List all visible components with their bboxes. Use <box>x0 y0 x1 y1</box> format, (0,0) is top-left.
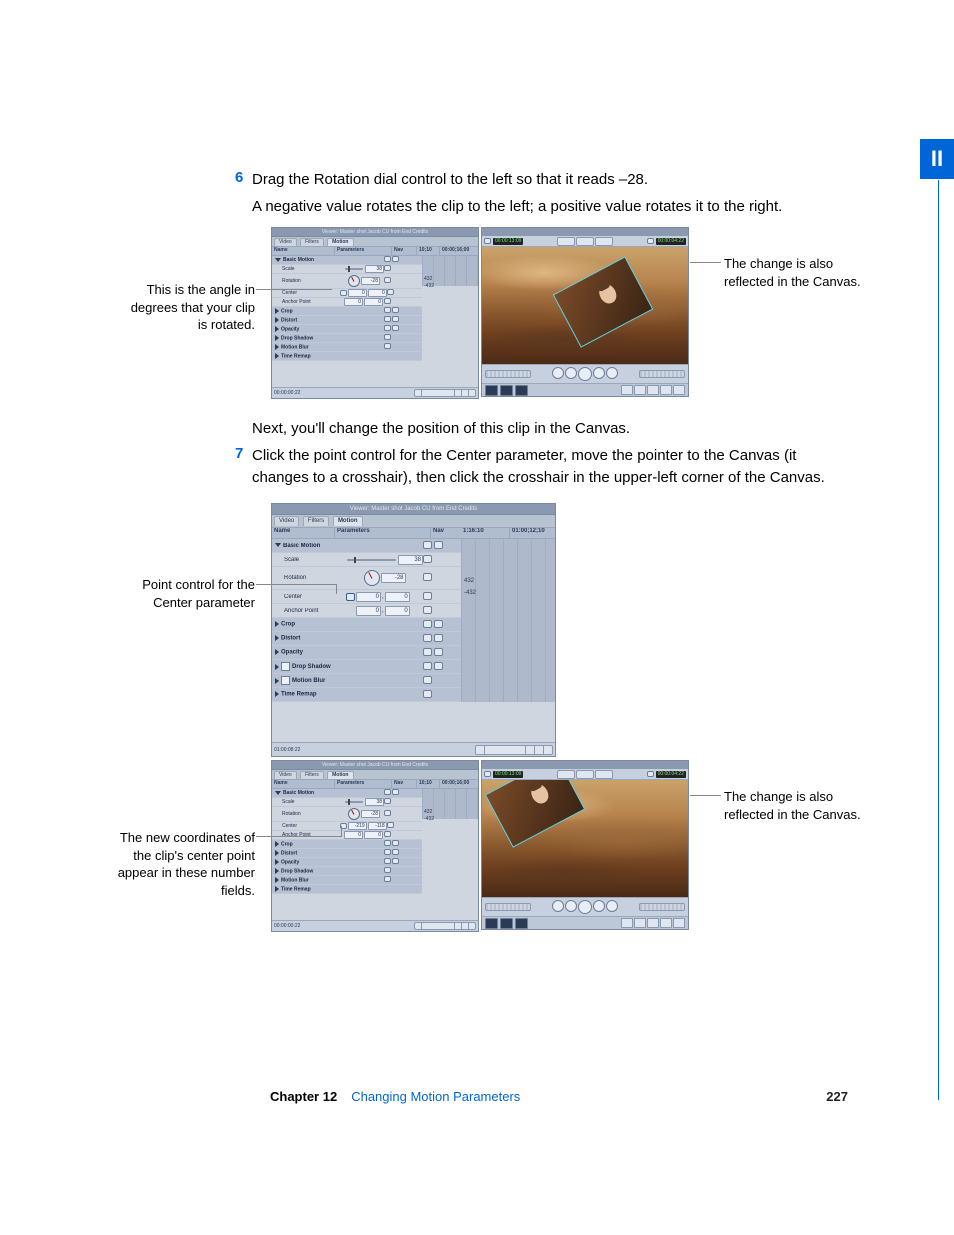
center-y-field[interactable]: -118 <box>368 822 387 830</box>
section-basic-motion[interactable]: Basic Motion <box>272 256 422 265</box>
section-crop[interactable]: Crop <box>272 618 461 632</box>
param-rotation: Rotation-28 <box>272 567 461 590</box>
tab-video[interactable]: Video <box>274 516 299 526</box>
tab-filters[interactable]: Filters <box>300 238 324 246</box>
viewer-panel-large: Viewer: Master shot Jacob CU from End Cr… <box>271 503 556 757</box>
section-distort[interactable]: Distort <box>272 632 461 646</box>
section-motion-blur[interactable]: Motion Blur <box>272 674 461 688</box>
point-control-icon[interactable] <box>340 290 347 296</box>
param-center: Center00 <box>272 289 422 298</box>
mark-out-button[interactable] <box>500 385 513 396</box>
section-drop-shadow[interactable]: Drop Shadow <box>272 660 461 674</box>
canvas-viewport[interactable] <box>482 780 688 897</box>
param-anchor: Anchor Point0,0 <box>272 604 461 618</box>
transition-text: Next, you'll change the position of this… <box>252 418 854 440</box>
section-drop-shadow[interactable]: Drop Shadow <box>272 334 422 343</box>
page-number: 227 <box>826 1089 848 1104</box>
canvas-tc-left: 00:00:13:09 <box>493 238 523 245</box>
param-scale: Scale38 <box>272 265 422 274</box>
timeline-scrollbar[interactable] <box>414 389 476 397</box>
step-6-line2: A negative value rotates the clip to the… <box>252 196 854 218</box>
section-motion-blur[interactable]: Motion Blur <box>272 343 422 352</box>
transport-controls <box>482 364 688 383</box>
param-anchor: Anchor Point00 <box>272 298 422 307</box>
tab-video[interactable]: Video <box>274 771 297 779</box>
canvas-toolbar: 00:00:13:09 00:00:04:22 <box>482 236 688 247</box>
column-header: Name Parameters Nav 10;10 00:00;16;00 <box>272 247 478 256</box>
param-scale: Scale38 <box>272 553 461 567</box>
section-opacity[interactable]: Opacity <box>272 646 461 660</box>
play-back-button[interactable] <box>565 367 577 379</box>
section-time-remap[interactable]: Time Remap <box>272 352 422 361</box>
canvas-tc-right: 00:00:04:22 <box>656 238 686 245</box>
tab-motion[interactable]: Motion <box>327 238 353 246</box>
viewer-title: Viewer: Master shot Jacob CU from End Cr… <box>272 228 478 237</box>
section-opacity[interactable]: Opacity <box>272 325 422 334</box>
tab-motion[interactable]: Motion <box>333 516 363 526</box>
chapter-footer: Chapter 12Changing Motion Parameters <box>270 1089 520 1104</box>
viewer-tabs: Video Filters Motion <box>272 237 478 247</box>
rotation-dial[interactable] <box>364 570 380 586</box>
tab-video[interactable]: Video <box>274 238 297 246</box>
next-button[interactable] <box>606 367 618 379</box>
viewer-panel-1: Viewer: Master shot Jacob CU from End Cr… <box>271 227 479 399</box>
section-distort[interactable]: Distort <box>272 316 422 325</box>
rotation-dial[interactable] <box>348 275 360 287</box>
viewer-footer: 00:00:00:22 <box>272 387 478 398</box>
timeline-scrollbar[interactable] <box>414 922 476 930</box>
callout-new-coords: The new coordinates of the clip's center… <box>100 829 255 899</box>
section-crop[interactable]: Crop <box>272 307 422 316</box>
part-tab: II <box>920 139 954 179</box>
canvas-viewport[interactable] <box>482 247 688 364</box>
param-center-updated: Center-219-118 <box>272 822 422 831</box>
mark-in-button[interactable] <box>485 385 498 396</box>
step-7-text: Click the point control for the Center p… <box>252 445 854 489</box>
side-rule <box>938 180 939 1100</box>
mark-clip-button[interactable] <box>515 385 528 396</box>
param-center: Center0,0 <box>272 590 461 604</box>
callout-point-control: Point control for the Center parameter <box>120 576 255 611</box>
canvas-panel-3: 00:00:13:09 00:00:04:22 <box>481 760 689 930</box>
canvas-panel-1: 00:00:13:09 00:00:04:22 <box>481 227 689 397</box>
tab-filters[interactable]: Filters <box>300 771 324 779</box>
section-time-remap[interactable]: Time Remap <box>272 688 461 702</box>
prev-button[interactable] <box>552 367 564 379</box>
timeline-scrollbar[interactable] <box>475 745 553 755</box>
callout-canvas-reflect-1: The change is also reflected in the Canv… <box>724 255 864 290</box>
canvas-bottom-bar <box>482 383 688 396</box>
step-number-7: 7 <box>235 445 243 462</box>
step-6-line1: Drag the Rotation dial control to the le… <box>252 169 854 191</box>
canvas-title <box>482 228 688 236</box>
viewer-panel-3: Viewer: Master shot Jacob CU from End Cr… <box>271 760 479 932</box>
viewer-title-large: Viewer: Master shot Jacob CU from End Cr… <box>272 504 555 515</box>
tab-motion[interactable]: Motion <box>327 771 353 779</box>
tab-filters[interactable]: Filters <box>303 516 329 526</box>
play-fwd-button[interactable] <box>593 367 605 379</box>
center-x-field[interactable]: -219 <box>348 822 367 830</box>
step-number-6: 6 <box>235 169 243 186</box>
callout-canvas-reflect-2: The change is also reflected in the Canv… <box>724 788 864 823</box>
callout-rotation-angle: This is the angle in degrees that your c… <box>125 281 255 334</box>
point-control-icon[interactable] <box>346 593 355 601</box>
param-rotation: Rotation-28 <box>272 274 422 289</box>
section-basic-motion[interactable]: Basic Motion <box>272 539 461 553</box>
play-button[interactable] <box>578 367 592 381</box>
